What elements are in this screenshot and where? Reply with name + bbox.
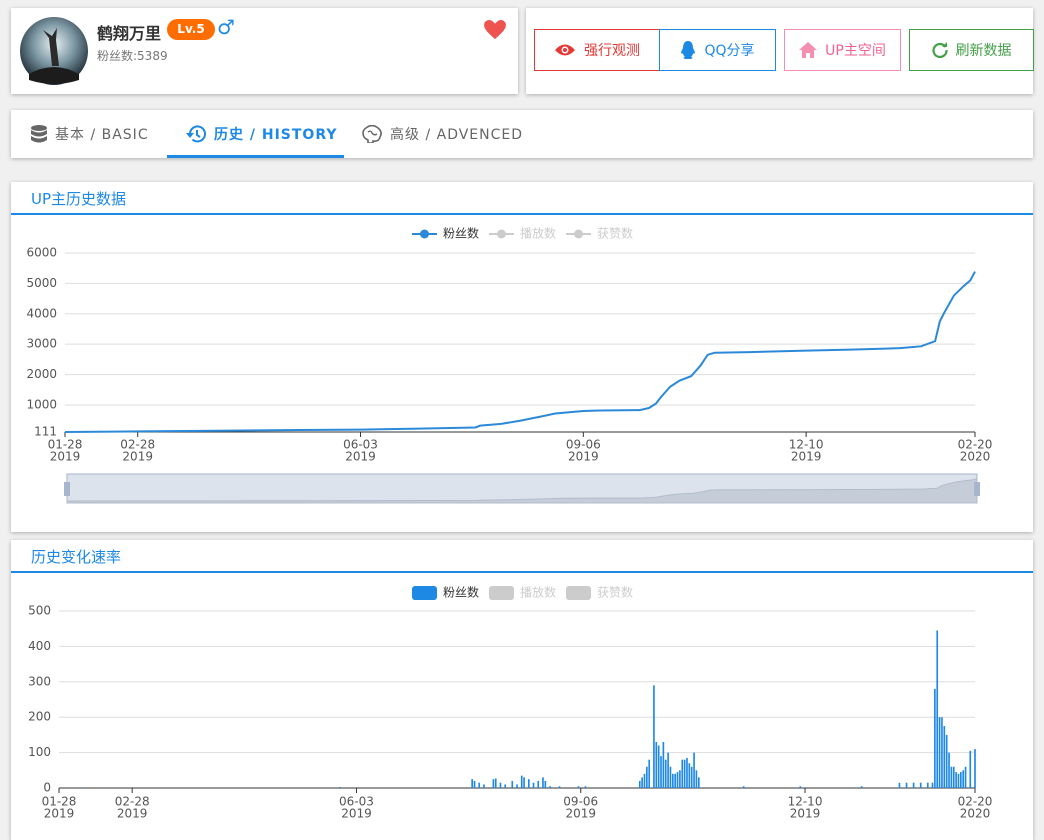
button-label: 强行观测 bbox=[584, 43, 640, 59]
panel-divider bbox=[11, 571, 1033, 573]
home-icon bbox=[799, 42, 818, 58]
refresh-icon bbox=[931, 42, 948, 58]
level-badge: Lv.5 bbox=[167, 19, 215, 40]
up-space-button[interactable]: UP主空间 bbox=[784, 29, 901, 71]
favorite-button[interactable] bbox=[484, 20, 506, 40]
tab-active[interactable]: 历史 / HISTORY bbox=[186, 110, 337, 158]
history-icon bbox=[186, 125, 206, 143]
panel-title: 历史变化速率 bbox=[31, 548, 122, 566]
brain-icon bbox=[362, 125, 382, 143]
profile-card: 鹤翔万里 Lv.5 ♂ 粉丝数:5389 bbox=[11, 8, 518, 94]
tab[interactable]: 高级 / ADVENCED bbox=[362, 110, 523, 158]
tab-label: 历史 / HISTORY bbox=[214, 127, 338, 143]
refresh-button[interactable]: 刷新数据 bbox=[909, 29, 1034, 71]
tabs-card: 基本 / BASIC 历史 / HISTORY 高级 / ADVENCED bbox=[11, 110, 1033, 158]
panel-divider bbox=[11, 213, 1033, 215]
tab-indicator bbox=[167, 155, 344, 158]
fans-count: 粉丝数:5389 bbox=[97, 49, 168, 63]
eye-icon bbox=[555, 44, 575, 56]
panel-title: UP主历史数据 bbox=[31, 190, 127, 208]
tab[interactable]: 基本 / BASIC bbox=[31, 110, 149, 158]
database-icon bbox=[31, 125, 47, 143]
user-name: 鹤翔万里 bbox=[97, 24, 162, 43]
history-panel: UP主历史数据 bbox=[11, 182, 1033, 532]
avatar bbox=[20, 17, 88, 85]
tab-label: 基本 / BASIC bbox=[55, 127, 149, 143]
qq-share-button[interactable]: QQ分享 bbox=[659, 29, 776, 71]
tab-label: 高级 / ADVENCED bbox=[390, 127, 524, 143]
button-label: 刷新数据 bbox=[955, 43, 1012, 59]
actions-card: 强行观测 QQ分享 UP主空间 刷新数据 bbox=[526, 8, 1034, 94]
observe-button[interactable]: 强行观测 bbox=[534, 29, 660, 71]
rate-panel: 历史变化速率 bbox=[11, 540, 1033, 840]
qq-icon bbox=[681, 41, 696, 59]
gender-icon: ♂ bbox=[217, 15, 235, 39]
button-label: QQ分享 bbox=[704, 43, 755, 59]
button-label: UP主空间 bbox=[825, 43, 886, 59]
